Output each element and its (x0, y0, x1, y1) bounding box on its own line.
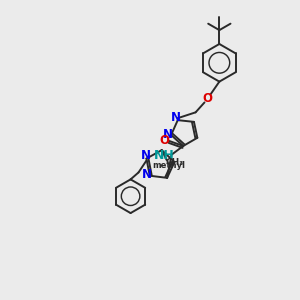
Text: N: N (142, 168, 152, 181)
Text: NH: NH (154, 149, 175, 162)
Text: O: O (202, 92, 212, 105)
Text: N: N (171, 111, 181, 124)
Text: CH₃: CH₃ (166, 158, 184, 167)
Text: N: N (163, 128, 173, 141)
Text: O: O (159, 134, 170, 146)
Text: N: N (140, 149, 150, 162)
Text: methyl: methyl (152, 161, 185, 170)
